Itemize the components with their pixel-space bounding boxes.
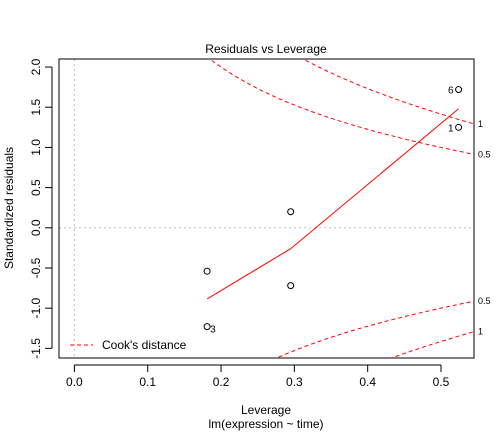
cooks-level-labels: 0.5 0.5 1 1: [478, 119, 491, 337]
point-label: 3: [210, 325, 216, 336]
cooks-level-label: 0.5: [478, 296, 491, 306]
y-tick-label: -0.5: [29, 257, 43, 278]
data-point: [203, 323, 211, 331]
y-axis-label: Standardized residuals: [2, 147, 16, 269]
y-tick-label: 1.5: [29, 99, 43, 116]
y-tick-label: 0.0: [29, 219, 43, 236]
y-tick-label: -1.5: [29, 338, 43, 359]
data-point: [203, 267, 211, 275]
data-point: [287, 282, 295, 290]
y-tick-label: 0.5: [29, 179, 43, 196]
cooks-curve-0.5-lower: [275, 300, 474, 358]
cooks-curve-1-upper: [302, 59, 474, 125]
smoother-line: [206, 108, 459, 300]
cooks-level-label: 0.5: [478, 149, 491, 159]
smoother-group: [206, 108, 459, 300]
points-group: 3 1 6: [203, 86, 463, 336]
cooks-level-label: 1: [478, 327, 483, 337]
y-axis: -1.5 -1.0 -0.5 0.0 0.5 1.0 1.5 2.0: [29, 58, 53, 359]
data-point: [455, 86, 463, 94]
point-label: 1: [448, 123, 454, 134]
y-tick-label: -1.0: [29, 298, 43, 319]
cooks-level-label: 1: [478, 119, 483, 129]
x-axis-label: Leverage: [241, 403, 291, 417]
x-tick-label: 0.4: [359, 375, 376, 389]
x-tick-label: 0.5: [433, 375, 450, 389]
legend-label: Cook's distance: [102, 338, 187, 352]
x-tick-label: 0.2: [213, 375, 230, 389]
x-tick-label: 0.0: [66, 375, 83, 389]
chart-title: Residuals vs Leverage: [205, 42, 327, 56]
y-tick-label: 2.0: [29, 58, 43, 75]
x-axis: 0.0 0.1 0.2 0.3 0.4 0.5: [66, 364, 450, 389]
x-axis-sublabel: lm(expression ~ time): [208, 417, 323, 431]
cooks-curve-0.5-upper: [209, 59, 474, 155]
y-tick-label: 1.0: [29, 139, 43, 156]
plot-frame: [58, 58, 475, 359]
cooks-distance-curves: [209, 59, 474, 358]
reference-lines: [59, 59, 474, 358]
data-point: [287, 208, 295, 216]
legend: Cook's distance: [70, 338, 187, 352]
point-label: 6: [448, 86, 454, 97]
x-tick-label: 0.1: [139, 375, 156, 389]
x-tick-label: 0.3: [286, 375, 303, 389]
data-point: [455, 123, 463, 131]
